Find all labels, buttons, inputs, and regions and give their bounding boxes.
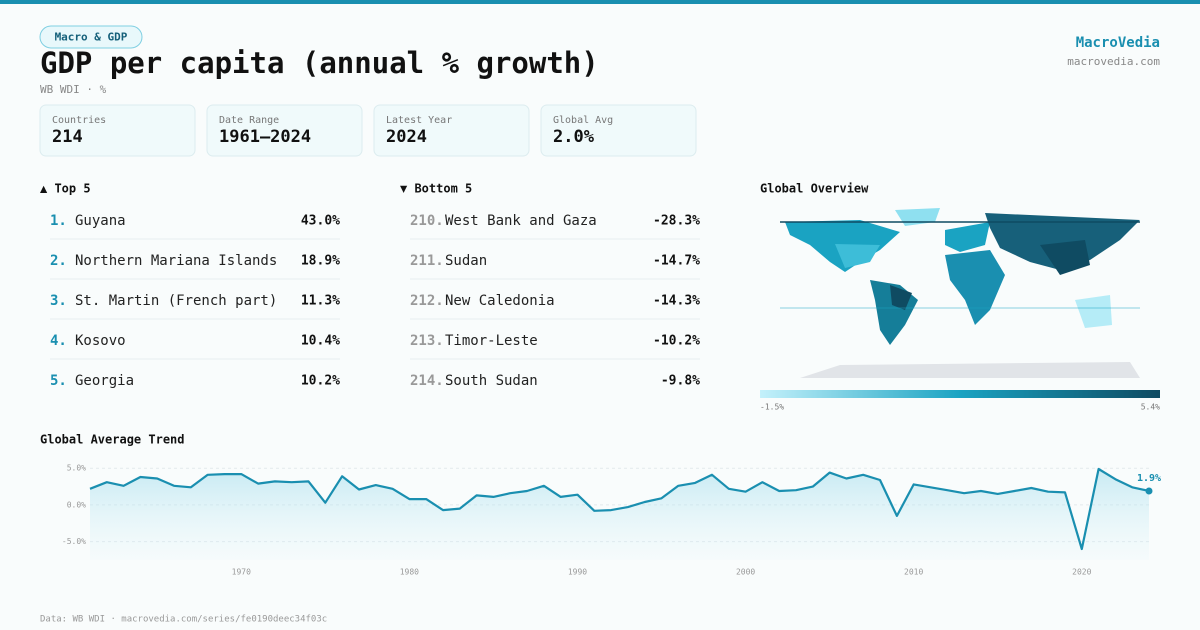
value: 43.0% [301, 214, 340, 229]
name: West Bank and Gaza [445, 213, 597, 229]
line [89, 467, 1150, 551]
bottom5-title: ▼ Bottom 5 [400, 182, 472, 196]
y-tick-label: 5.0% [67, 464, 86, 473]
colorbar-max: 5.4% [1141, 403, 1160, 412]
colorbar [760, 390, 1160, 398]
stat-card [206, 104, 363, 157]
badge-text: Macro & GDP [55, 31, 128, 44]
rank: 3. [50, 293, 67, 309]
name: New Caledonia [445, 293, 555, 309]
rank: 5. [50, 373, 67, 389]
x-tick-label: 2010 [904, 568, 923, 577]
y-tick-label: -5.0% [62, 537, 86, 546]
stat-card [373, 104, 530, 157]
world-map [780, 208, 1140, 378]
rank: 212. [410, 293, 444, 309]
value: 11.3% [301, 294, 340, 309]
end-point [1145, 487, 1153, 495]
site: macrovedia.com [1067, 55, 1160, 68]
rank: 214. [410, 373, 444, 389]
value: -9.8% [661, 374, 700, 389]
rank: 213. [410, 333, 444, 349]
x-tick-label: 1990 [568, 568, 587, 577]
name: South Sudan [445, 373, 538, 389]
title: GDP per capita (annual % growth) [40, 46, 599, 80]
brand: MacroVedia [1076, 35, 1160, 51]
stat-value: 1961–2024 [219, 127, 311, 147]
y-tick-label: 0.0% [67, 500, 86, 509]
stat-label: Latest Year [386, 115, 452, 126]
stat-label: Countries [52, 115, 106, 126]
top5-title: ▲ Top 5 [40, 182, 91, 196]
x-tick-label: 2020 [1072, 568, 1091, 577]
map-title: Global Overview [760, 182, 869, 196]
value: -14.7% [653, 254, 700, 269]
stat-label: Global Avg [553, 115, 613, 126]
footer: Data: WB WDI · macrovedia.com/series/fe0… [40, 615, 327, 625]
rank: 1. [50, 213, 67, 229]
name: Guyana [75, 213, 126, 229]
stat-value: 2024 [386, 127, 427, 147]
chart-title: Global Average Trend [40, 433, 185, 447]
rank: 2. [50, 253, 67, 269]
stat-value: 2.0% [553, 127, 595, 147]
top-bar [0, 0, 1200, 4]
rank: 211. [410, 253, 444, 269]
subtitle: WB WDI · % [40, 83, 107, 96]
badge [39, 25, 143, 49]
stat-card [39, 104, 196, 157]
area [90, 469, 1149, 560]
value: 10.4% [301, 334, 340, 349]
name: Georgia [75, 373, 134, 389]
rank: 4. [50, 333, 67, 349]
value: -14.3% [653, 294, 700, 309]
value: -10.2% [653, 334, 700, 349]
name: Sudan [445, 253, 487, 269]
stat-card [540, 104, 697, 157]
x-tick-label: 1970 [232, 568, 251, 577]
value-label: 1.9% [1137, 473, 1161, 484]
value: 10.2% [301, 374, 340, 389]
stat-label: Date Range [219, 115, 279, 126]
x-tick-label: 1980 [400, 568, 419, 577]
x-tick-label: 2000 [736, 568, 755, 577]
name: St. Martin (French part) [75, 293, 277, 309]
value: 18.9% [301, 254, 340, 269]
stat-value: 214 [52, 127, 83, 147]
name: Kosovo [75, 333, 126, 349]
colorbar-min: -1.5% [760, 403, 784, 412]
rank: 210. [410, 213, 444, 229]
name: Northern Mariana Islands [75, 253, 277, 269]
value: -28.3% [653, 214, 700, 229]
name: Timor-Leste [445, 333, 538, 349]
